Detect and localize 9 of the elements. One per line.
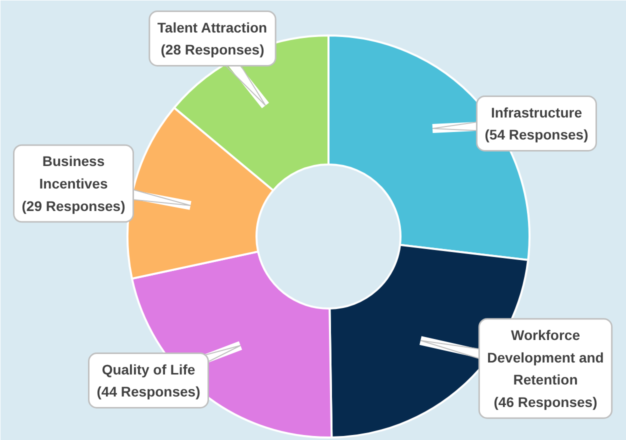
- slice-label: Business Incentives: [39, 153, 108, 192]
- data-label: (29 Responses): [22, 198, 126, 214]
- data-label: (54 Responses): [484, 126, 588, 143]
- data-label: (46 Responses): [494, 394, 598, 410]
- slice-label: Talent Attraction: [157, 19, 268, 36]
- data-label: (44 Responses): [96, 384, 200, 400]
- slice-label: Workforce Development and Retention: [487, 326, 604, 388]
- slice-label: Infrastructure: [490, 104, 582, 120]
- data-label: (28 Responses): [160, 42, 264, 58]
